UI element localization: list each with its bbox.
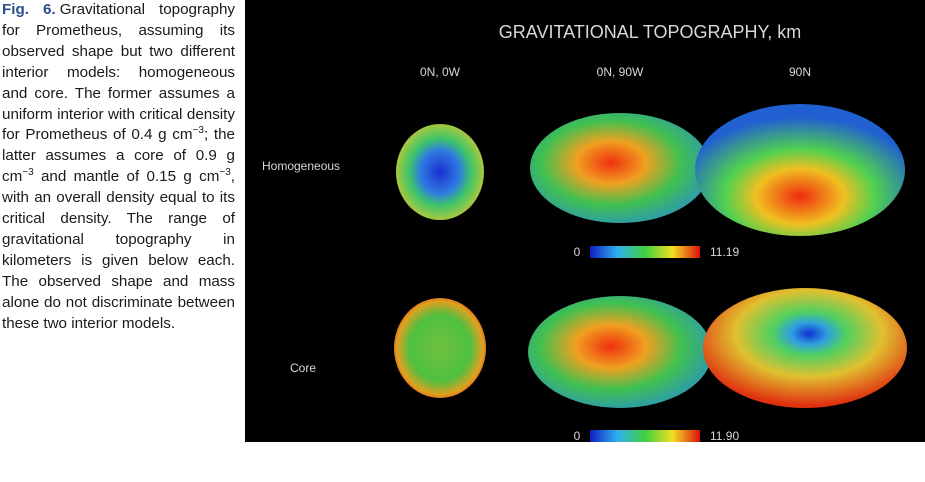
topography-render <box>695 104 905 236</box>
colorbar <box>590 430 700 442</box>
caption-text: , with an overall density equal to its c… <box>2 168 235 331</box>
caption-label: Fig. 6. <box>2 1 56 18</box>
scale-max: 11.19 <box>710 245 739 259</box>
superscript: −3 <box>22 167 33 178</box>
caption-text: Gravitational topography for Prometheus,… <box>2 1 235 143</box>
figure-title: GRAVITATIONAL TOPOGRAPHY, km <box>499 22 801 42</box>
scale-max: 11.90 <box>710 429 739 442</box>
row-label: Core <box>290 361 316 375</box>
figure-panel: GRAVITATIONAL TOPOGRAPHY, km 0N, 0W 0N, … <box>245 0 925 442</box>
colorbar <box>590 246 700 258</box>
topography-render <box>396 124 484 220</box>
page: GRAVITATIONAL TOPOGRAPHY, km 0N, 0W 0N, … <box>0 0 925 482</box>
superscript: −3 <box>219 167 230 178</box>
scale-min: 0 <box>574 245 581 259</box>
topography-render <box>530 113 710 223</box>
topography-render <box>528 296 712 408</box>
topography-render <box>703 288 907 408</box>
row-label: Homogeneous <box>262 159 340 173</box>
superscript: −3 <box>193 125 204 136</box>
column-label: 0N, 90W <box>597 65 644 79</box>
topography-render <box>394 298 486 398</box>
column-label: 0N, 0W <box>420 65 461 79</box>
column-label: 90N <box>789 65 811 79</box>
scale-min: 0 <box>574 429 581 442</box>
caption-text: and mantle of 0.15 g cm <box>34 168 220 185</box>
